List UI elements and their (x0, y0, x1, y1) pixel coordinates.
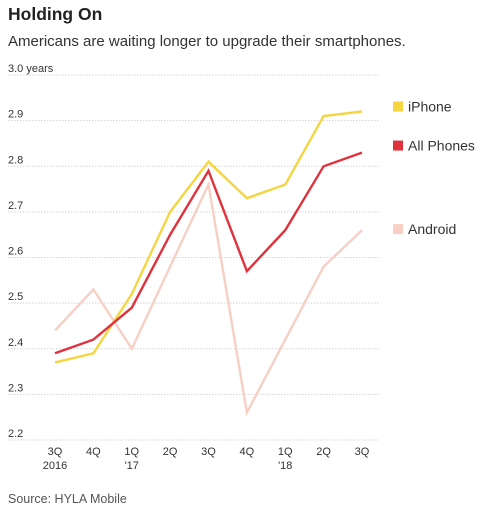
x-tick-sublabel: '18 (278, 460, 292, 472)
y-tick-label: 2.4 (8, 337, 23, 349)
y-tick-label: 2.3 (8, 382, 23, 394)
y-axis-tick-labels: 2.2 2.3 2.4 2.5 2.6 2.7 2.8 2.9 3.0 years (8, 63, 54, 440)
y-tick-label: 3.0 years (8, 63, 54, 75)
legend-label-iphone: iPhone (408, 99, 452, 115)
x-axis-tick-labels: 3Q 2016 4Q 1Q '17 2Q 3Q 4Q 1Q '18 2Q 3Q (43, 446, 370, 472)
x-tick-label: 3Q (355, 446, 370, 458)
x-tick-label: 3Q (201, 446, 216, 458)
x-tick-label: 4Q (86, 446, 101, 458)
x-tick-label: 2Q (163, 446, 178, 458)
legend: iPhone All Phones Android (393, 99, 475, 237)
x-tick-label: 2Q (316, 446, 331, 458)
series-line-android (54, 180, 363, 417)
x-tick-label: 1Q (278, 446, 293, 458)
legend-swatch-iphone (393, 101, 403, 112)
series-line-all-phones (54, 151, 363, 355)
y-tick-label: 2.6 (8, 246, 23, 258)
line-chart: 2.2 2.3 2.4 2.5 2.6 2.7 2.8 2.9 3.0 years 3Q 2016… (8, 63, 475, 472)
chart-title: Holding On (8, 4, 103, 24)
x-tick-sublabel: '17 (125, 460, 139, 472)
x-tick-label: 4Q (240, 446, 255, 458)
legend-swatch-android (393, 224, 403, 235)
series-lines (54, 110, 363, 417)
y-tick-label: 2.2 (8, 428, 23, 440)
y-tick-label: 2.5 (8, 291, 23, 303)
x-tick-label: 1Q (124, 446, 139, 458)
x-tick-sublabel: 2016 (43, 460, 67, 472)
chart-subtitle: Americans are waiting longer to upgrade … (8, 33, 406, 50)
source-note: Source: HYLA Mobile (8, 492, 127, 506)
x-tick-label: 3Q (48, 446, 63, 458)
legend-swatch-all-phones (393, 140, 403, 151)
legend-label-android: Android (408, 221, 456, 237)
legend-label-all-phones: All Phones (408, 138, 475, 154)
y-tick-label: 2.8 (8, 154, 23, 166)
grid-lines (8, 74, 380, 441)
y-tick-label: 2.7 (8, 200, 23, 212)
y-tick-label: 2.9 (8, 109, 23, 121)
series-line-iphone (54, 110, 363, 364)
